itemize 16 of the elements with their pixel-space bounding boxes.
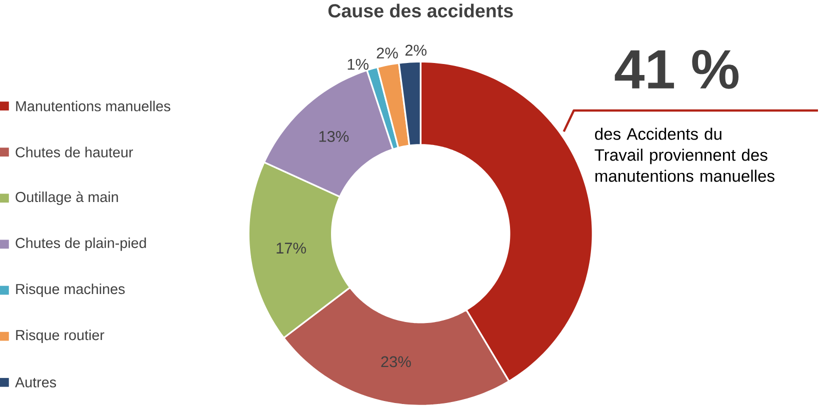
data-label: 2% (405, 44, 426, 56)
legend-label: Risque machines (16, 284, 125, 298)
data-label: 17% (276, 242, 306, 254)
legend-label: Chutes de plain-pied (16, 238, 146, 252)
legend-label: Chutes de hauteur (16, 147, 134, 158)
legend-label: Risque routier (16, 330, 104, 344)
text: 41 % (614, 50, 739, 90)
text: des Accidents du Travail proviennent des manutentions manuelles (594, 128, 774, 182)
legend-label: Manutentions manuelles (16, 100, 170, 112)
data-label: 23% (381, 356, 411, 368)
data-label: 13% (319, 131, 349, 142)
data-label: 2% (376, 48, 398, 59)
chart-title: Cause des accidents (328, 4, 513, 18)
data-label: 1% (348, 59, 368, 70)
legend-label: Outillage à main (16, 192, 118, 206)
legend-label: Autres (15, 378, 56, 388)
